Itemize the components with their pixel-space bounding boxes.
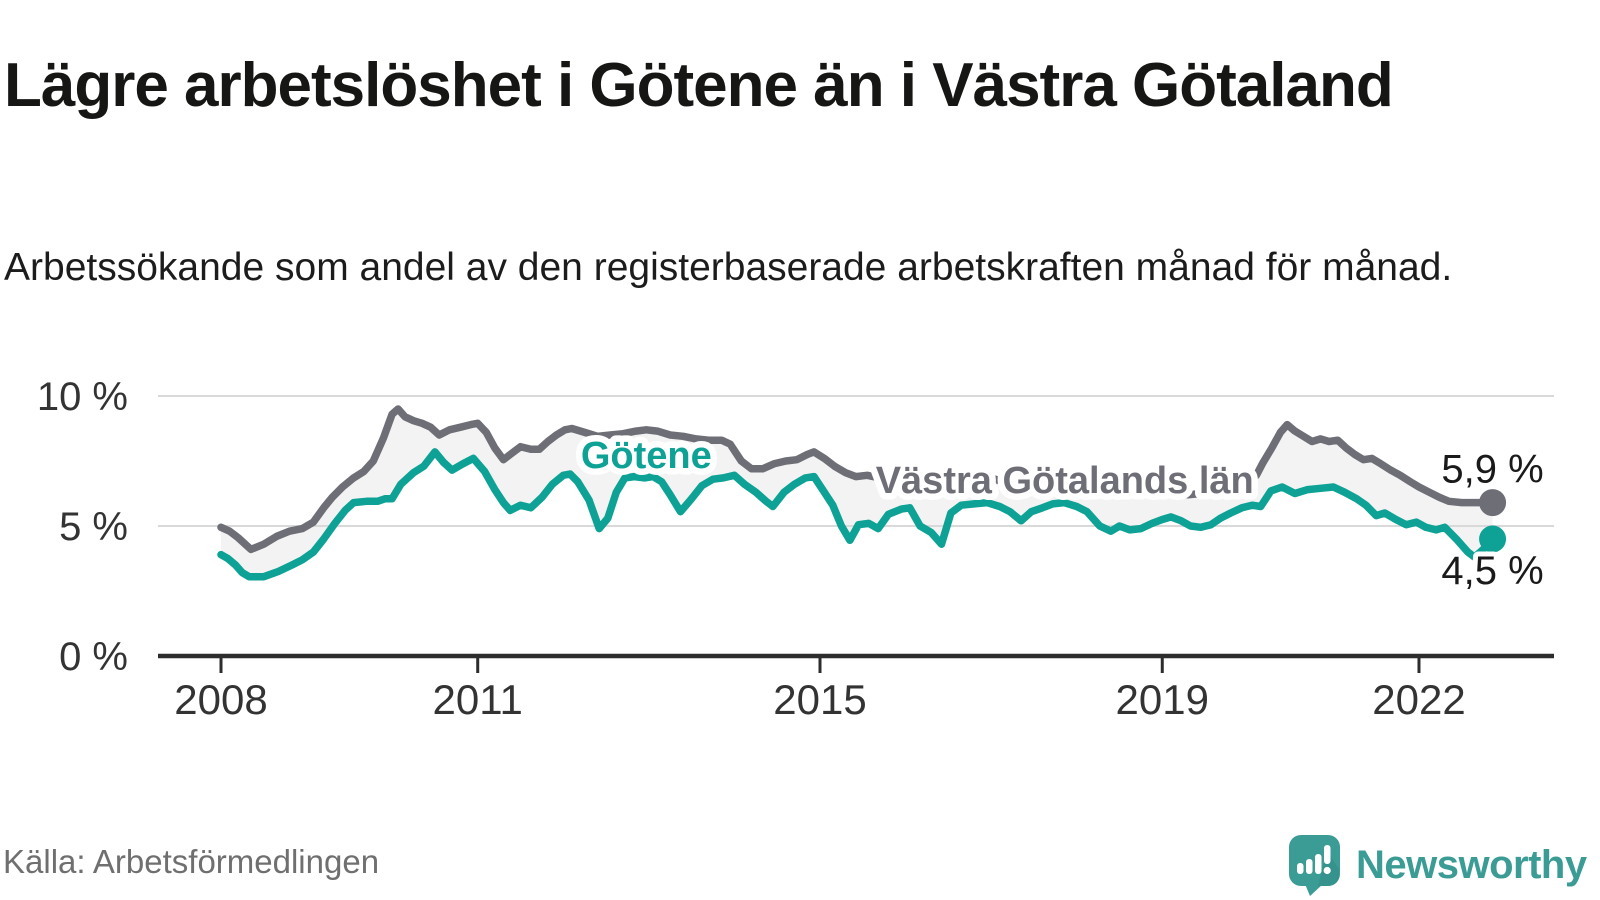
series-line-vastra-gotalands-lan (217, 405, 1497, 554)
x-tick-label-2015: 2015 (773, 676, 866, 723)
brand-name: Newsworthy (1356, 842, 1587, 887)
x-tick-label-2011: 2011 (433, 676, 523, 723)
y-tick-label-10-percent: 10 % (37, 375, 128, 419)
chart-title: Lägre arbetslöshet i Götene än i Västra … (4, 50, 1394, 120)
y-tick-label-0-percent: 0 % (59, 635, 128, 679)
end-dot-vastra-gotalands-lan (1479, 489, 1507, 517)
series-label-goetene: Götene (581, 435, 712, 477)
x-tick-label-2022: 2022 (1372, 676, 1465, 723)
end-value-label-vastra-gotalands-lan: 5,9 % (1441, 448, 1543, 492)
brand-logo: Newsworthy (1288, 834, 1587, 896)
newsworthy-icon (1289, 835, 1340, 896)
y-tick-label-5-percent: 5 % (59, 505, 128, 549)
x-tick-label-2019: 2019 (1116, 676, 1209, 723)
end-dot-goetene (1479, 525, 1507, 553)
end-value-label-goetene: 4,5 % (1441, 549, 1543, 593)
source-note: Källa: Arbetsförmedlingen (3, 843, 380, 880)
series-line-goetene (217, 448, 1497, 581)
series-label-vastra-gotalands-lan: Västra Götalands län (876, 460, 1254, 502)
chart-subtitle: Arbetssökande som andel av den registerb… (4, 246, 1453, 289)
x-tick-label-2008: 2008 (174, 676, 267, 723)
